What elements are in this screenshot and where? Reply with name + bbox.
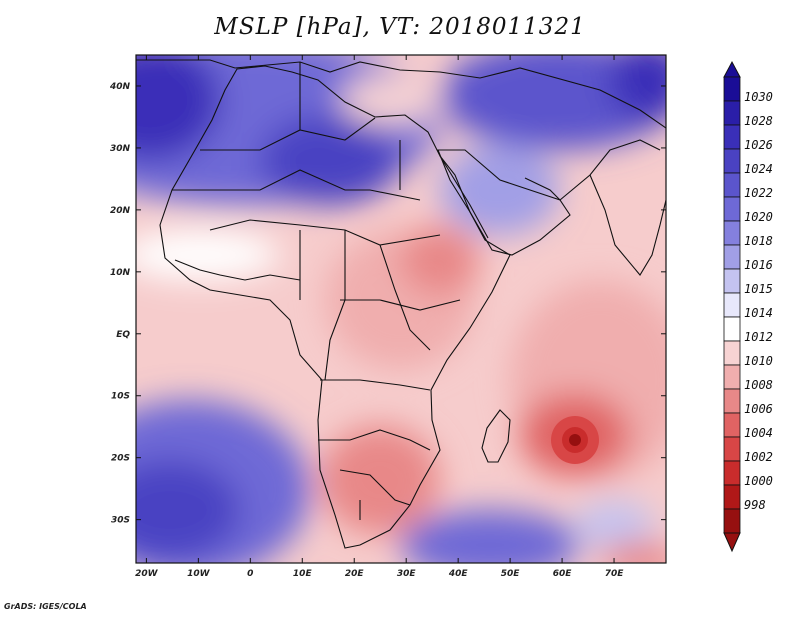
colorbar-swatch [723, 100, 741, 126]
lon-tick-label: 50E [501, 569, 521, 579]
colorbar-level-label: 1030 [744, 90, 773, 104]
colorbar-level-label: 1016 [744, 258, 773, 272]
lon-tick-label: 20E [345, 569, 365, 579]
lon-tick-label: 0 [247, 569, 253, 579]
colorbar-swatch [723, 220, 741, 246]
lat-tick-label: 20S [111, 454, 130, 464]
colorbar-swatch [723, 244, 741, 270]
colorbar-level-label: 1015 [744, 282, 773, 296]
colorbar-swatch [723, 484, 741, 510]
plot-frame [135, 54, 667, 564]
colorbar-level-label: 1022 [744, 186, 773, 200]
lon-tick-label: 10E [293, 569, 313, 579]
colorbar-swatch [723, 340, 741, 366]
colorbar-level-label: 1010 [744, 354, 773, 368]
colorbar-level-label: 1000 [744, 474, 773, 488]
colorbar-level-label: 1012 [744, 330, 773, 344]
colorbar-swatch [723, 196, 741, 222]
lon-tick-label: 60E [553, 569, 573, 579]
colorbar-level-label: 1006 [744, 402, 773, 416]
colorbar-swatch [723, 508, 741, 534]
colorbar-swatch [723, 148, 741, 174]
colorbar: 1030 1028 1026 1024 1022 1020 1018 1016 1015 1014… [723, 60, 773, 553]
lat-tick-label: 30S [111, 516, 130, 526]
pressure-field [136, 55, 666, 563]
colorbar-top-arrow [723, 60, 741, 78]
colorbar-level-label: 1020 [744, 210, 773, 224]
lat-tick-label: 40N [109, 82, 131, 92]
lon-tick-label: 20W [135, 569, 159, 579]
lat-tick-label: 10N [110, 268, 131, 278]
colorbar-level-label: 1002 [744, 450, 773, 464]
colorbar-swatch [723, 412, 741, 438]
colorbar-level-label: 1026 [744, 138, 773, 152]
colorbar-swatch [723, 124, 741, 150]
colorbar-swatch [723, 268, 741, 294]
colorbar-swatch [723, 76, 741, 102]
colorbar-level-label: 1018 [744, 234, 773, 248]
colorbar-swatch [723, 172, 741, 198]
colorbar-level-label: 1014 [744, 306, 773, 320]
colorbar-level-label: 1008 [744, 378, 773, 392]
colorbar-bottom-arrow [723, 532, 741, 553]
lat-tick-label: EQ [116, 330, 130, 340]
coastlines [136, 59, 666, 549]
colorbar-swatch [723, 436, 741, 462]
map-title: MSLP [hPa], VT: 2018011321 [214, 14, 586, 40]
lon-tick-label: 30E [397, 569, 417, 579]
colorbar-level-label: 1004 [744, 426, 773, 440]
latitude-axis: 40N 30N 20N 10N EQ 10S 20S 30S [109, 82, 666, 526]
lat-tick-label: 20N [110, 206, 131, 216]
colorbar-swatch [723, 364, 741, 390]
colorbar-level-label: 998 [744, 498, 766, 512]
lon-tick-label: 40E [448, 569, 469, 579]
colorbar-level-label: 1028 [744, 114, 773, 128]
colorbar-level-label: 1024 [744, 162, 773, 176]
lat-tick-label: 30N [110, 144, 131, 154]
lon-tick-label: 70E [605, 569, 625, 579]
lat-tick-label: 10S [111, 392, 130, 402]
longitude-axis: 20W 10W 0 10E 20E 30E 40E 50E 60E 70E [135, 55, 624, 579]
colorbar-swatch [723, 292, 741, 318]
colorbar-swatch [723, 316, 741, 342]
colorbar-swatch [723, 388, 741, 414]
colorbar-swatch [723, 460, 741, 486]
grads-credit: GrADS: IGES/COLA [4, 602, 87, 611]
lon-tick-label: 10W [187, 569, 211, 579]
